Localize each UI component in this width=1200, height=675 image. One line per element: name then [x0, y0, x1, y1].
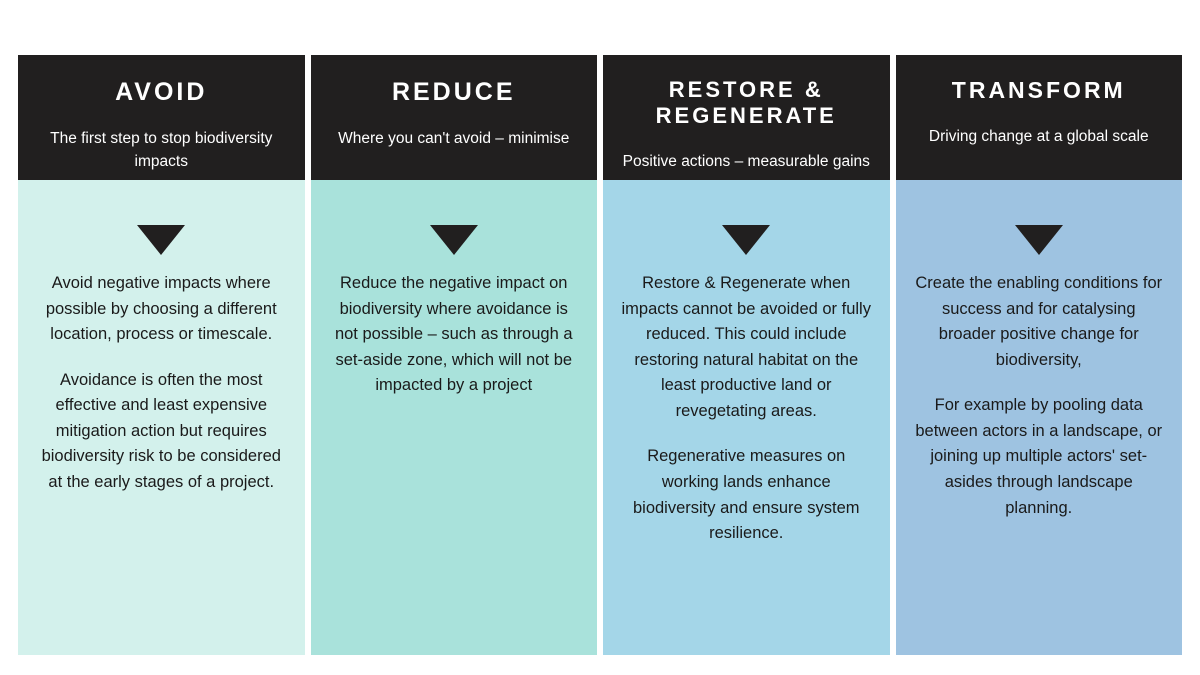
column-body: Create the enabling conditions for succe… [896, 180, 1183, 655]
chevron-down-icon [1015, 225, 1063, 255]
column-transform: TRANSFORM Driving change at a global sca… [896, 55, 1183, 655]
column-body: Reduce the negative impact on biodiversi… [311, 180, 598, 655]
column-restore: RESTORE & REGENERATE Positive actions – … [603, 55, 890, 655]
column-title: RESTORE & REGENERATE [617, 77, 876, 130]
column-subtitle: Where you can't avoid – minimise [325, 127, 584, 150]
column-subtitle: Driving change at a global scale [910, 125, 1169, 148]
column-reduce: REDUCE Where you can't avoid – minimise … [311, 55, 598, 655]
chevron-down-icon [137, 225, 185, 255]
column-paragraph: Regenerative measures on working lands e… [619, 444, 874, 546]
column-paragraph: Avoidance is often the most effective an… [34, 368, 289, 496]
column-paragraph: Avoid negative impacts where possible by… [34, 271, 289, 348]
column-paragraph: Reduce the negative impact on biodiversi… [327, 271, 582, 399]
column-body: Restore & Regenerate when impacts cannot… [603, 180, 890, 655]
column-avoid: AVOID The first step to stop biodiversit… [18, 55, 305, 655]
column-paragraph: Restore & Regenerate when impacts cannot… [619, 271, 874, 424]
column-title: AVOID [32, 77, 291, 107]
column-subtitle: The first step to stop biodiversity impa… [32, 127, 291, 174]
column-paragraph: For example by pooling data between acto… [912, 393, 1167, 521]
column-subtitle: Positive actions – measurable gains [617, 150, 876, 173]
chevron-down-icon [430, 225, 478, 255]
column-paragraph: Create the enabling conditions for succe… [912, 271, 1167, 373]
hierarchy-columns: AVOID The first step to stop biodiversit… [18, 55, 1182, 655]
column-title: TRANSFORM [910, 77, 1169, 105]
chevron-down-icon [722, 225, 770, 255]
column-body: Avoid negative impacts where possible by… [18, 180, 305, 655]
column-title: REDUCE [325, 77, 584, 107]
